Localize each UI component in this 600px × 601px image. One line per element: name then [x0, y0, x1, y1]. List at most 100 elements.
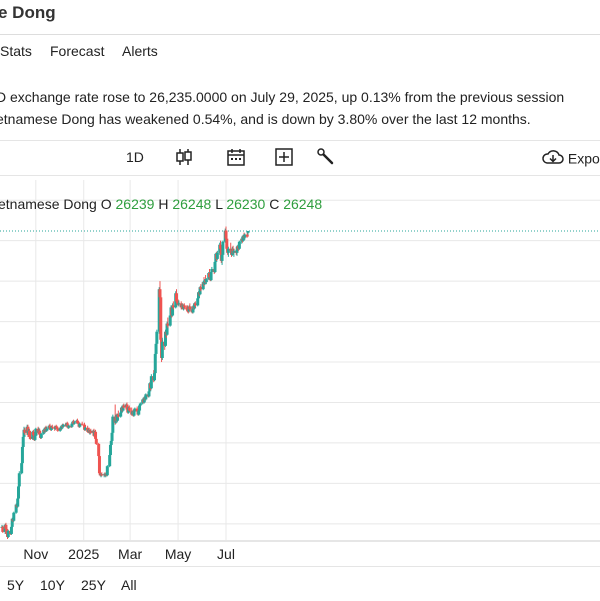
candle-body [224, 230, 228, 239]
candle-body [36, 428, 40, 433]
candle-body [171, 305, 175, 308]
candle-body [191, 306, 195, 313]
candle [6, 529, 10, 538]
candle-body [78, 423, 82, 427]
candle-body [245, 234, 249, 237]
candle [108, 453, 112, 468]
candle-body [55, 427, 59, 429]
page-title: e Dong [0, 3, 56, 22]
candle [149, 374, 153, 390]
export-label: Expo [567, 150, 600, 167]
candle-body [182, 305, 186, 308]
candle-body [121, 405, 125, 411]
ohlc-close: 26248 [283, 196, 323, 212]
candle-body [70, 423, 74, 427]
candle-body [235, 249, 239, 253]
candle-body [109, 440, 113, 445]
range-25y[interactable]: 25Y [81, 577, 106, 593]
candle [108, 442, 112, 458]
candle [193, 301, 197, 308]
candle [224, 226, 228, 241]
candle-body [56, 428, 60, 431]
candle [21, 434, 25, 449]
ohlc-open: 26239 [115, 196, 155, 212]
candle [226, 246, 230, 257]
candle [237, 240, 241, 250]
candle-body [6, 530, 10, 537]
candle-body [65, 423, 69, 425]
title-bar: e Dong [0, 0, 600, 30]
calendar-icon[interactable] [226, 147, 246, 169]
candle-body [142, 397, 146, 403]
candlestick-chart[interactable]: Nov 2025 Mar May Jul [0, 180, 600, 566]
export-button[interactable]: Expo [542, 148, 600, 170]
plus-box-icon[interactable] [274, 147, 294, 169]
candle-body [166, 323, 170, 326]
candle-body [198, 287, 202, 295]
candle-body [83, 424, 87, 430]
candle [33, 434, 37, 441]
tab-alerts[interactable]: Alerts [122, 43, 158, 59]
candle [34, 427, 38, 437]
candle-body [4, 524, 8, 529]
candle [97, 442, 101, 458]
candle-body [9, 526, 13, 534]
candle-body [28, 436, 32, 439]
candle-body [197, 292, 200, 299]
range-bar: 5Y 10Y 25Y All [0, 566, 600, 601]
candle [160, 337, 164, 360]
range-10y[interactable]: 10Y [40, 577, 65, 593]
candle-body [14, 504, 18, 513]
candle [83, 426, 87, 431]
candle-body [229, 248, 233, 251]
candle-body [108, 455, 112, 467]
candle-body [110, 432, 114, 441]
candle-body [152, 373, 156, 381]
tab-stats[interactable]: Stats [0, 43, 32, 59]
candle-body [72, 422, 76, 424]
wrench-icon[interactable] [316, 147, 336, 169]
candle [127, 405, 131, 412]
candle-body [17, 486, 21, 499]
candle-body [201, 282, 205, 290]
candle [138, 402, 142, 407]
candle-body [133, 408, 137, 412]
range-5y[interactable]: 5Y [7, 577, 25, 593]
candle [177, 300, 181, 307]
candle [188, 303, 192, 312]
candle [111, 414, 115, 434]
range-all[interactable]: All [121, 577, 137, 593]
candle-body [97, 456, 101, 474]
ohlc-high: 26248 [172, 196, 212, 212]
candlestick-icon[interactable] [174, 147, 194, 169]
candle [56, 426, 60, 432]
candle [179, 301, 183, 310]
candle-body [153, 353, 157, 374]
candle-body [199, 287, 203, 290]
candle-body [179, 303, 183, 308]
candle [147, 390, 151, 398]
interval-button[interactable]: 1D [126, 149, 144, 165]
candle-body [16, 498, 20, 507]
candle-body [215, 252, 219, 259]
candle-body [89, 430, 93, 433]
candle-body [119, 412, 123, 417]
summary-line-2: etnamese Dong has weakened 0.54%, and is… [0, 111, 531, 127]
summary-text: D exchange rate rose to 26,235.0000 on J… [0, 86, 600, 130]
candle-body [20, 463, 24, 474]
candle-body [193, 303, 197, 309]
candle [220, 252, 224, 265]
candle [125, 402, 129, 411]
candle-body [185, 309, 189, 311]
candle-body [122, 405, 126, 408]
candle [152, 372, 156, 382]
candle-body [38, 430, 42, 434]
candle [235, 248, 239, 256]
candle [45, 426, 49, 432]
candle [80, 421, 84, 426]
candle [232, 248, 236, 257]
candle-body [232, 250, 236, 253]
candle [4, 522, 8, 530]
tab-forecast[interactable]: Forecast [50, 43, 105, 59]
candle [221, 240, 225, 256]
